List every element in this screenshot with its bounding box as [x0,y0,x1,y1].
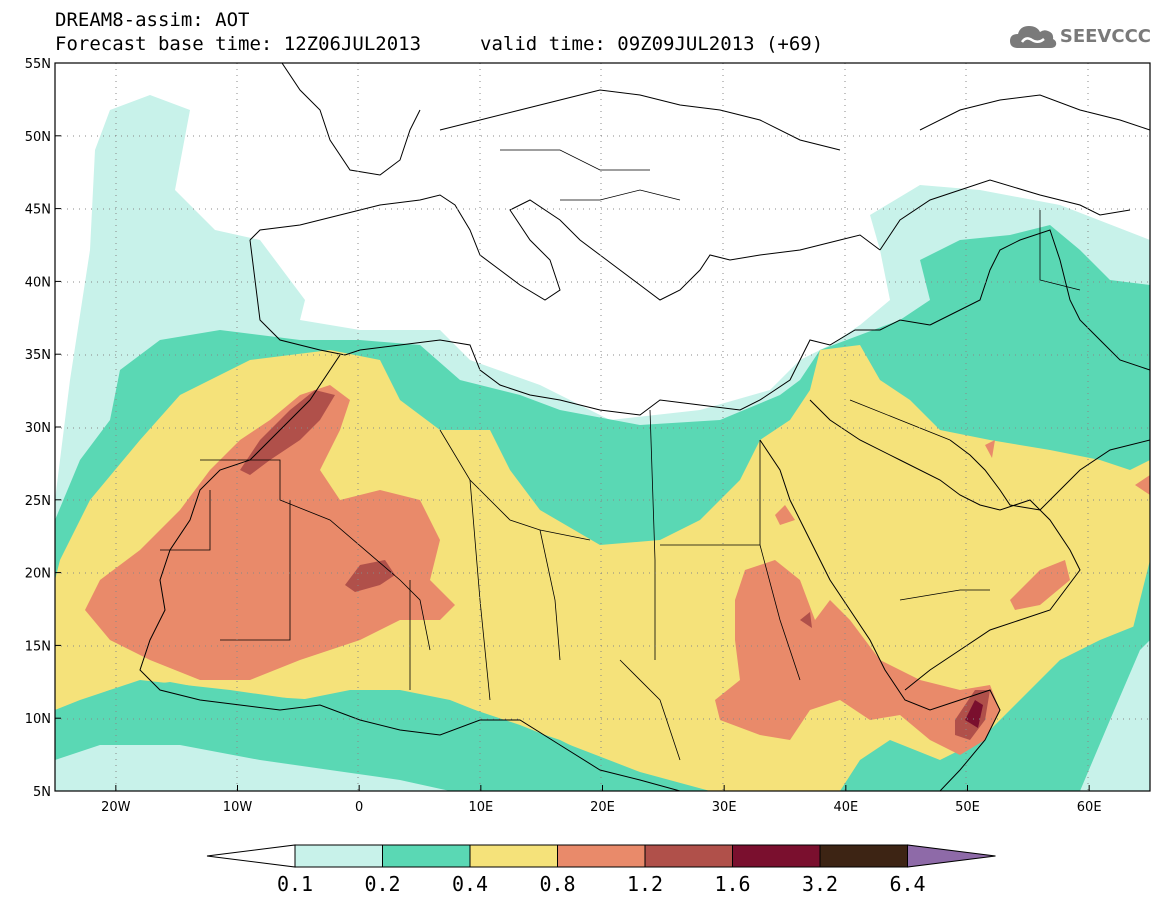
lat-label: 10N [25,712,51,727]
lat-label: 15N [25,639,51,654]
lat-label: 25N [25,494,51,509]
lon-label: 20W [101,800,131,815]
lat-label: 55N [25,57,51,72]
colorbar-label: 3.2 [801,872,839,896]
lon-label: 50E [955,800,980,815]
colorbar-segment [819,844,908,868]
colorbar-segment [294,844,383,868]
lon-label: 60E [1077,800,1102,815]
colorbar-label: 6.4 [889,872,926,896]
lon-label: 40E [833,800,858,815]
borders [160,149,1081,761]
coastlines [139,63,1150,791]
forecast-base-time: Forecast base time: 12Z06JUL2013 valid ti… [55,33,823,55]
colorbar-segment [732,844,821,868]
lon-label: 20E [590,800,615,815]
base-time-text: Forecast base time: 12Z06JUL2013 [55,33,422,55]
lon-label: 30E [712,800,737,815]
colorbar-segment [644,844,733,868]
lon-label: 10W [223,800,253,815]
lon-label: 0 [355,800,363,815]
aot-band-1.2 [240,390,335,475]
logo-text: SEEVCCC [1059,25,1151,47]
colorbar-segment [382,844,471,868]
lat-label: 50N [25,130,51,145]
lat-label: 5N [33,785,51,800]
lat-label: 45N [25,203,51,218]
colorbar-segment [557,844,646,868]
lon-label: 10E [468,800,493,815]
cloud-icon [1009,26,1057,48]
valid-time-text: valid time: 09Z09JUL2013 (+69) [480,33,824,55]
lat-label: 40N [25,275,51,290]
grid-lines [55,63,1150,791]
colorbar-label: 0.4 [451,872,489,896]
colorbar-under-triangle [206,844,296,868]
colorbar-over-triangle [907,844,996,868]
seevccc-logo: SEEVCCC [1008,22,1151,50]
lat-label: 35N [25,348,51,363]
colorbar-label: 0.8 [539,872,576,896]
colorbar-label: 1.2 [626,872,664,896]
colorbar-label: 0.2 [364,872,401,896]
colorbar-segment [469,844,558,868]
map-title: DREAM8-assim: AOT [55,9,250,31]
colorbar-label: 0.1 [276,872,314,896]
longitude-labels: 20W 10W 0 10E 20E 30E 40E 50E 60E [101,785,1102,815]
lat-label: 30N [25,421,51,436]
aot-band-0.8 [85,385,455,680]
colorbar [206,844,996,868]
colorbar-label: 1.6 [714,872,751,896]
lat-label: 20N [25,567,51,582]
latitude-labels: 55N 50N 45N 40N 35N 30N 25N 20N 15N 10N 5N [25,57,61,800]
aot-band-1.6 [965,700,983,728]
